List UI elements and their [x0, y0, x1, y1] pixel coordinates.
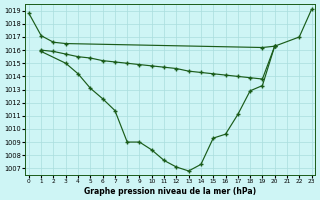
X-axis label: Graphe pression niveau de la mer (hPa): Graphe pression niveau de la mer (hPa) — [84, 187, 256, 196]
